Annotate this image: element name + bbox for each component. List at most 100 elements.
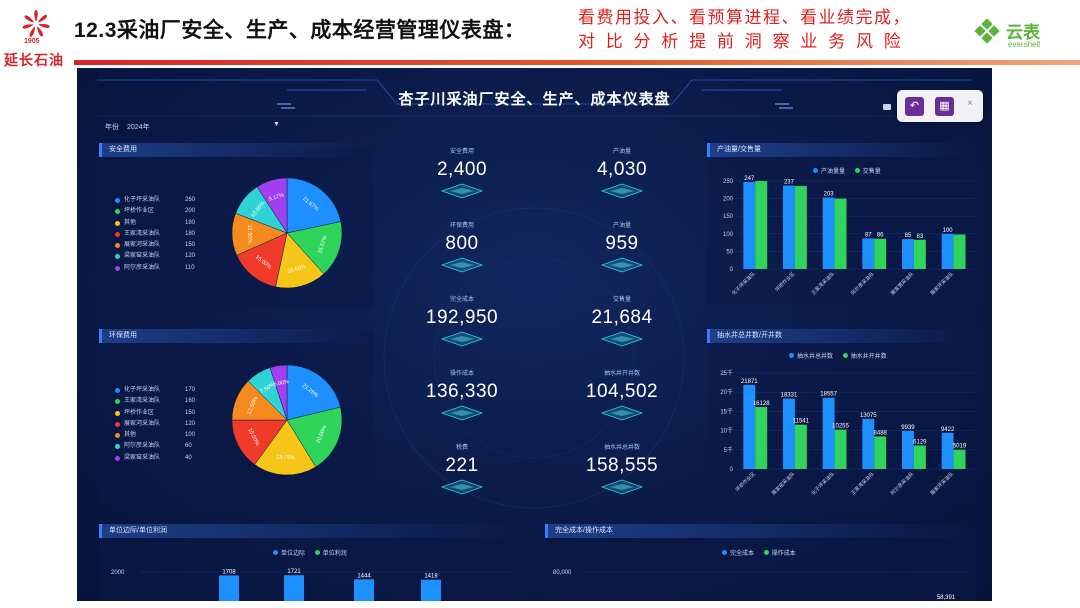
legend-swatch bbox=[115, 209, 120, 215]
year-filter-label: 年份 bbox=[105, 124, 119, 131]
kpi-card: 产油量 959 bbox=[557, 220, 687, 255]
bar[interactable] bbox=[822, 397, 835, 469]
legend-label: 阿尔彦采油队 bbox=[124, 264, 161, 271]
bar[interactable] bbox=[219, 575, 239, 601]
bar[interactable] bbox=[421, 579, 441, 601]
pie-slice[interactable] bbox=[256, 177, 288, 234]
pie-slice[interactable] bbox=[269, 364, 288, 421]
kpi-label: 产油量 bbox=[612, 149, 631, 155]
pedestal-top bbox=[600, 479, 644, 495]
undo-icon[interactable]: ↶ bbox=[905, 97, 924, 116]
legend-item: 操作成本 bbox=[771, 551, 796, 557]
bar[interactable] bbox=[874, 436, 887, 469]
legend-swatch bbox=[789, 353, 794, 358]
pie-slice[interactable] bbox=[286, 406, 343, 468]
kpi-pedestal-icon bbox=[440, 257, 484, 273]
bar[interactable] bbox=[783, 398, 795, 469]
bar[interactable] bbox=[822, 197, 835, 269]
header-divider bbox=[74, 60, 1080, 65]
pie-slice[interactable] bbox=[286, 221, 343, 275]
slogan-line-1: 看费用投入、看预算进程、看业绩完成， bbox=[578, 8, 911, 27]
pie-slice[interactable] bbox=[231, 419, 288, 465]
pie-slice[interactable] bbox=[286, 364, 341, 421]
grid-icon[interactable]: ▦ bbox=[935, 97, 954, 116]
kpi-card: 操作成本 136,330 bbox=[397, 368, 527, 403]
year-filter-select[interactable]: 2024年 bbox=[127, 124, 150, 131]
save-icon[interactable] bbox=[883, 104, 891, 110]
kpi-label: 操作成本 bbox=[449, 371, 474, 377]
pie-slice[interactable] bbox=[286, 177, 342, 234]
pie-slice[interactable] bbox=[275, 232, 325, 289]
bar[interactable] bbox=[755, 407, 768, 469]
bar[interactable] bbox=[862, 238, 875, 269]
legend-swatch bbox=[115, 421, 120, 427]
bar-value-label: 13075 bbox=[860, 413, 877, 419]
x-tick-label: 展家营采油队 bbox=[889, 270, 915, 296]
legend-value: 60 bbox=[185, 443, 192, 450]
pedestal-top bbox=[600, 257, 644, 273]
legend-swatch bbox=[115, 254, 120, 260]
bar[interactable] bbox=[834, 429, 847, 469]
pie-slice[interactable] bbox=[254, 419, 317, 476]
bar[interactable] bbox=[913, 445, 926, 469]
bar[interactable] bbox=[743, 385, 756, 469]
bar[interactable] bbox=[953, 234, 966, 269]
bar[interactable] bbox=[862, 418, 875, 469]
bar[interactable] bbox=[953, 449, 966, 469]
bar[interactable] bbox=[941, 432, 954, 469]
legend-label: 王家湾采油队 bbox=[124, 398, 161, 405]
slide-slogan: 看费用投入、看预算进程、看业绩完成， 对比分析提前洞察业务风险 bbox=[578, 6, 912, 54]
legend-swatch bbox=[115, 444, 120, 450]
legend-swatch bbox=[813, 168, 818, 173]
pedestal-top bbox=[600, 331, 644, 347]
brand-name: 云表 bbox=[1006, 23, 1040, 42]
legend-item: 交售量 bbox=[862, 169, 881, 175]
close-icon[interactable]: × bbox=[967, 98, 973, 109]
bar[interactable] bbox=[902, 239, 914, 269]
pedestal-inner bbox=[610, 188, 634, 194]
legend-swatch bbox=[115, 198, 120, 203]
x-tick-label: 展家窑采油队 bbox=[770, 470, 796, 496]
cost-legend: 完全成本 操作成本 bbox=[722, 548, 796, 557]
env-legend: 化子坪采油队 170 王家湾采油队 160 坪桥作业区 150 展家河采油队 120 其他 100… bbox=[115, 385, 205, 464]
legend-label: 化子坪采油队 bbox=[124, 197, 161, 203]
bar[interactable] bbox=[794, 185, 807, 269]
bar-value-label: 83 bbox=[917, 234, 924, 240]
dropdown-caret-icon[interactable]: ▼ bbox=[273, 121, 280, 128]
legend-label: 梁家窑采油队 bbox=[124, 253, 161, 260]
bar-value-label: 1418 bbox=[424, 574, 438, 580]
y-tick-label: 25千 bbox=[720, 369, 733, 377]
kpi-value: 158,555 bbox=[585, 455, 659, 476]
kpi-value: 21,684 bbox=[591, 307, 653, 328]
bar[interactable] bbox=[794, 424, 807, 469]
legend-label: 展家河采油队 bbox=[124, 242, 161, 249]
kpi-pedestal-icon bbox=[600, 479, 644, 495]
legend-item: 坪桥作业区 150 bbox=[115, 408, 205, 419]
kpi-label: 抽水井开井数 bbox=[603, 371, 640, 377]
wells-legend: 抽水井总井数 抽水井开井数 bbox=[789, 351, 887, 360]
legend-swatch bbox=[115, 231, 120, 237]
legend-value: 110 bbox=[185, 264, 195, 271]
bar[interactable] bbox=[284, 575, 304, 601]
bar[interactable] bbox=[941, 233, 954, 269]
bar[interactable] bbox=[834, 198, 847, 269]
legend-label: 梁家窑采油队 bbox=[124, 454, 161, 461]
bar-value-label: 8488 bbox=[874, 430, 888, 436]
bar[interactable] bbox=[755, 181, 768, 269]
pedestal-inner bbox=[450, 410, 474, 416]
bar[interactable] bbox=[354, 579, 374, 601]
pedestal-inner bbox=[450, 484, 474, 490]
kpi-label: 税费 bbox=[455, 445, 468, 451]
legend-value: 100 bbox=[185, 432, 196, 439]
bar[interactable] bbox=[783, 185, 795, 269]
bar[interactable] bbox=[743, 182, 756, 269]
legend-label: 化子坪采油队 bbox=[124, 387, 161, 393]
pie-slice[interactable] bbox=[236, 232, 288, 288]
bar[interactable] bbox=[913, 239, 926, 269]
bar[interactable] bbox=[902, 430, 914, 469]
legend-swatch bbox=[115, 410, 120, 416]
y-tick-label: 10千 bbox=[720, 427, 733, 435]
legend-label: 坪桥作业区 bbox=[124, 208, 155, 215]
bar[interactable] bbox=[874, 238, 887, 269]
